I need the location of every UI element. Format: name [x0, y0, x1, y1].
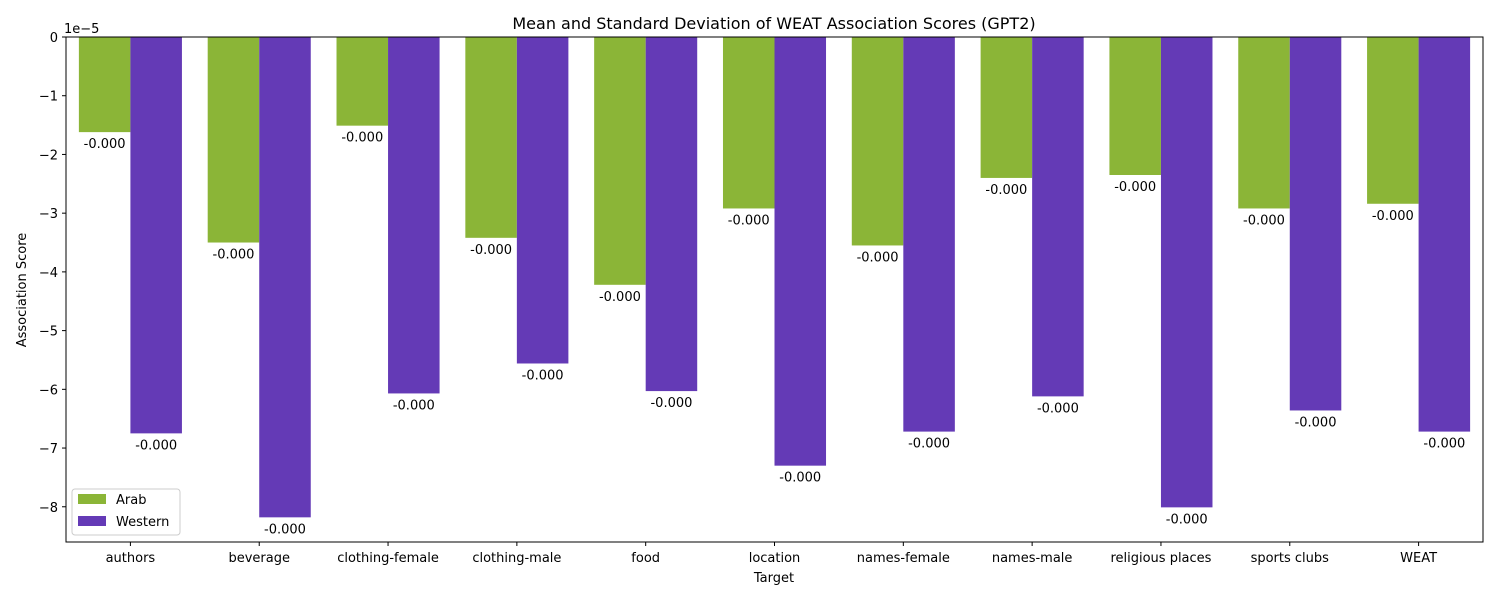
bar-western-weat	[1418, 37, 1471, 432]
bar-western-food	[645, 37, 698, 392]
x-tick-label-clothing-male: clothing-male	[472, 551, 561, 566]
legend-swatch-western	[78, 516, 106, 526]
x-tick-label-beverage: beverage	[228, 551, 290, 566]
bar-western-beverage	[259, 37, 311, 518]
bar-western-sports-clubs	[1289, 37, 1342, 411]
bar-western-names-male	[1032, 37, 1084, 397]
data-label-western-authors: -0.000	[135, 438, 177, 453]
y-axis-ticks: 0 −1 −2 −3 −4 −5 −6 −7 −8	[39, 31, 66, 516]
data-label-arab-beverage: -0.000	[213, 248, 255, 263]
data-label-western-location: -0.000	[779, 471, 821, 486]
x-tick-label-names-female: names-female	[857, 551, 950, 566]
x-axis-ticks: authors beverage clothing-female clothing-m…	[106, 542, 1437, 566]
bar-arab-names-male	[980, 37, 1033, 178]
data-label-western-beverage: -0.000	[264, 522, 306, 537]
data-label-western-names-male: -0.000	[1037, 401, 1079, 416]
bar-arab-food	[594, 37, 646, 285]
bar-arab-clothing-female	[336, 37, 389, 126]
bar-arab-weat	[1367, 37, 1419, 204]
data-label-arab-clothing-female: -0.000	[341, 131, 383, 146]
bar-arab-beverage	[207, 37, 260, 243]
data-label-western-weat: -0.000	[1423, 437, 1465, 452]
data-label-arab-religious-places: -0.000	[1114, 180, 1156, 195]
y-axis-title: Association Score	[15, 233, 30, 348]
bar-western-clothing-male	[516, 37, 569, 364]
x-tick-label-sports-clubs: sports clubs	[1251, 551, 1330, 566]
legend-swatch-arab	[78, 494, 106, 504]
bars-group	[78, 37, 1471, 518]
y-tick-label-0: 0	[50, 31, 58, 46]
bar-western-authors	[130, 37, 182, 434]
x-tick-label-authors: authors	[106, 551, 156, 566]
x-axis-title: Target	[753, 571, 794, 586]
data-label-arab-clothing-male: -0.000	[470, 243, 512, 258]
data-label-arab-sports-clubs: -0.000	[1243, 213, 1285, 228]
y-tick-label-2: −2	[39, 148, 58, 163]
data-label-arab-location: -0.000	[728, 213, 770, 228]
bar-arab-clothing-male	[465, 37, 517, 238]
data-label-western-sports-clubs: -0.000	[1295, 415, 1337, 430]
bar-arab-names-female	[851, 37, 904, 246]
data-label-western-clothing-male: -0.000	[522, 368, 564, 383]
data-label-western-names-female: -0.000	[908, 437, 950, 452]
x-tick-label-food: food	[631, 551, 660, 566]
chart-title: Mean and Standard Deviation of WEAT Asso…	[512, 14, 1035, 33]
legend-label-western: Western	[116, 515, 169, 530]
bar-arab-authors	[78, 37, 131, 133]
data-label-arab-names-female: -0.000	[857, 250, 899, 265]
bar-western-clothing-female	[388, 37, 440, 394]
y-tick-label-4: −4	[39, 266, 58, 281]
bar-arab-sports-clubs	[1238, 37, 1290, 209]
data-label-arab-names-male: -0.000	[985, 183, 1027, 198]
data-labels-group: -0.000 -0.000 -0.000 -0.000 -0.000 -0.000 -0.0…	[84, 131, 1466, 538]
y-tick-label-7: −7	[39, 442, 58, 457]
bar-western-religious-places	[1160, 37, 1213, 508]
data-label-western-food: -0.000	[650, 396, 692, 411]
y-tick-label-3: −3	[39, 207, 58, 222]
y-tick-label-5: −5	[39, 325, 58, 340]
data-label-western-clothing-female: -0.000	[393, 398, 435, 413]
data-label-arab-food: -0.000	[599, 290, 641, 305]
y-axis-offset-label: 1e−5	[64, 22, 99, 37]
y-tick-label-8: −8	[39, 501, 58, 516]
x-tick-label-religious-places: religious places	[1110, 551, 1211, 566]
bar-arab-location	[722, 37, 775, 209]
legend-label-arab: Arab	[116, 493, 146, 508]
x-tick-label-clothing-female: clothing-female	[337, 551, 439, 566]
bar-western-location	[774, 37, 827, 466]
data-label-arab-authors: -0.000	[84, 137, 126, 152]
x-tick-label-weat: WEAT	[1400, 551, 1437, 566]
bar-arab-religious-places	[1109, 37, 1161, 175]
y-tick-label-6: −6	[39, 383, 58, 398]
x-tick-label-location: location	[749, 551, 801, 566]
legend: Arab Western	[71, 488, 181, 536]
y-tick-label-1: −1	[39, 90, 58, 105]
bar-western-names-female	[903, 37, 955, 432]
data-label-arab-weat: -0.000	[1372, 209, 1414, 224]
x-tick-label-names-male: names-male	[992, 551, 1073, 566]
data-label-western-religious-places: -0.000	[1166, 512, 1208, 527]
